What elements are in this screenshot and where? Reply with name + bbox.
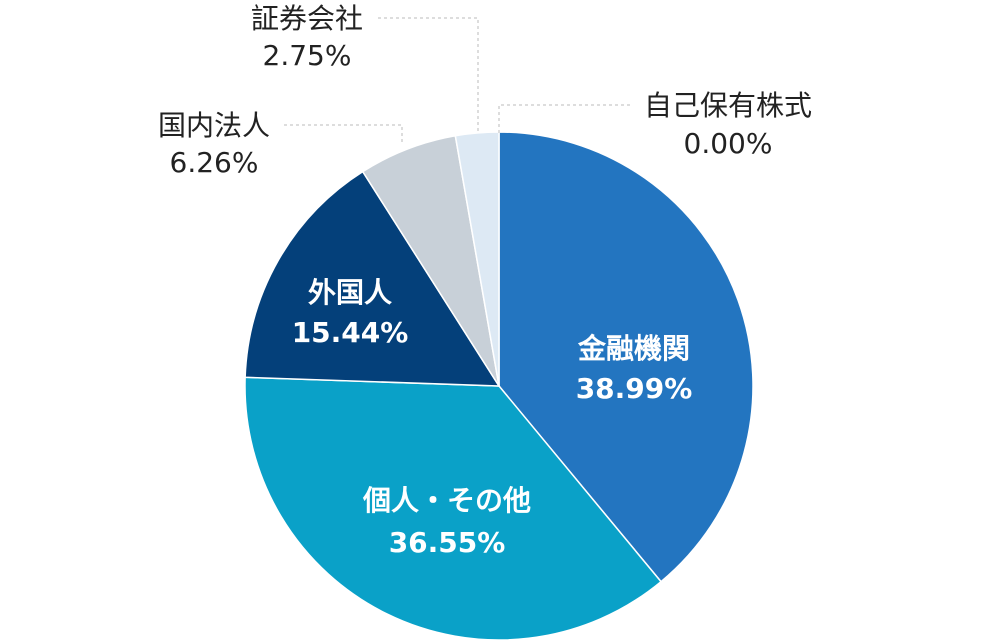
slice-value-kokunai-hojin: 6.26% [170,146,259,179]
slice-labels: 金融機関 38.99% 個人・その他 36.55% 外国人 15.44% 国内法… [158,2,812,559]
slice-value-shoken-gaisha: 2.75% [263,39,352,72]
pie-slice-kojin-sonota [244,376,662,641]
slice-value-gaikokujin: 15.44% [292,316,409,349]
leader-line-kokunai-hojin [284,124,403,142]
slice-label-kinyu-kikan: 金融機関 [577,332,690,365]
slice-value-kinyu-kikan: 38.99% [576,372,693,405]
leader-lines [284,17,630,142]
slice-label-kojin-sonota: 個人・その他 [362,484,531,517]
slice-label-jiko-hoyu: 自己保有株式 [644,89,812,122]
slice-label-kokunai-hojin: 国内法人 [158,109,270,142]
slice-value-jiko-hoyu: 0.00% [684,127,773,160]
slice-label-gaikokujin: 外国人 [308,276,392,309]
leader-line-shoken-gaisha [378,17,479,134]
pie-slice-gaikokujin [244,170,500,387]
slice-value-kojin-sonota: 36.55% [389,526,506,559]
pie-slice-kinyu-kikan [498,131,754,583]
leader-line-jiko-hoyu [498,104,630,134]
pie-slices [244,131,754,641]
slice-label-shoken-gaisha: 証券会社 [251,2,363,35]
